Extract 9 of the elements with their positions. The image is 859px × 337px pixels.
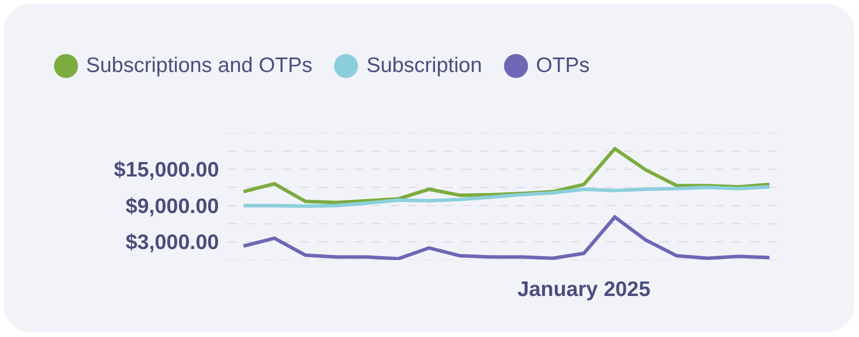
y-tick-label: $15,000.00 <box>114 158 219 182</box>
line-series <box>242 215 772 260</box>
y-tick-label: $3,000.00 <box>126 231 219 254</box>
legend-label: Subscriptions and OTPs <box>86 54 312 78</box>
legend-label: Subscription <box>366 54 482 78</box>
legend-label: OTPs <box>536 54 590 78</box>
line-series <box>242 185 772 208</box>
x-tick-label: January 2025 <box>517 278 651 301</box>
y-tick-label: $9,000.00 <box>126 194 219 218</box>
